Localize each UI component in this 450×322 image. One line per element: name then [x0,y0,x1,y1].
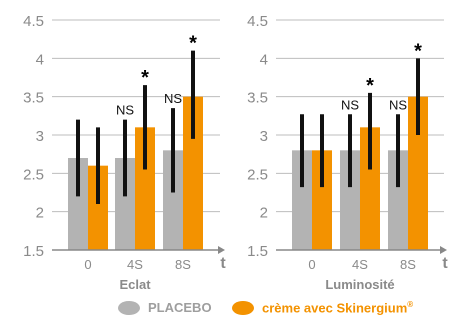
ns-annotation: NS [164,91,182,106]
bar-cream [312,150,332,250]
x-tick-label: 8S [400,257,416,272]
bar-placebo [115,158,135,250]
legend: PLACEBO crème avec Skinergium® [0,300,450,322]
bar-placebo [68,158,88,250]
legend-label-cream-text: crème avec Skinergium [262,300,408,316]
legend-item-cream: crème avec Skinergium® [232,300,413,315]
bar-placebo [340,150,360,250]
ns-annotation: NS [116,103,134,118]
bar-cream [183,96,203,251]
ns-annotation: NS [389,97,407,112]
y-tick-label: 3.5 [247,90,268,107]
bar-cream [88,165,108,250]
y-tick-label: 1.5 [247,243,268,260]
x-tick-label: 0 [308,257,315,272]
y-tick-label: 4 [36,51,44,68]
charts-svg: 1.5 2 2.5 3 3.5 4 4.5 0 4S 8S NS * NS * t Eclat 1.5 2 2.5 3… [23,13,448,292]
y-tick-label: 2.5 [247,166,268,183]
y-tick-label: 4.5 [247,13,268,30]
bar-cream [360,127,380,250]
significance-star: * [366,75,374,97]
bar-cream [408,96,428,251]
legend-label-cream: crème avec Skinergium® [262,300,413,315]
y-tick-label: 4 [260,51,268,68]
significance-star: * [141,67,149,89]
legend-label-cream-sup: ® [407,300,414,309]
bar-placebo [163,150,183,250]
x-axis-arrow-label: t [442,255,448,272]
x-axis-label: Eclat [119,277,151,292]
y-tick-label: 2 [260,205,268,222]
x-tick-label: 8S [175,257,191,272]
bar-placebo [388,150,408,250]
legend-swatch-cream [232,300,254,315]
bar-placebo [292,150,312,250]
x-axis-arrow [440,246,447,254]
x-tick-label: 4S [127,257,143,272]
x-tick-label: 0 [84,257,91,272]
y-tick-label: 4.5 [23,13,44,30]
chart-panel-1: 1.5 2 2.5 3 3.5 4 4.5 0 4S 8S NS * NS * t Eclat [23,13,226,292]
x-axis-arrow [218,246,225,254]
y-tick-label: 2.5 [23,166,44,183]
significance-star: * [189,33,197,55]
legend-swatch-placebo [118,300,140,315]
chart-panel-2: 1.5 2 2.5 3 3.5 4 4.5 0 4S 8S NS * NS * t Luminosité [247,13,448,292]
x-tick-label: 4S [352,257,368,272]
significance-star: * [414,40,422,62]
legend-label-placebo: PLACEBO [148,300,212,315]
y-tick-label: 3.5 [23,90,44,107]
bar-cream [135,127,155,250]
x-axis-arrow-label: t [220,255,226,272]
ns-annotation: NS [341,97,359,112]
y-tick-label: 2 [36,205,44,222]
y-tick-label: 1.5 [23,243,44,260]
y-tick-label: 3 [260,128,268,145]
x-axis-label: Luminosité [325,277,394,292]
y-tick-label: 3 [36,128,44,145]
legend-item-placebo: PLACEBO [118,300,212,315]
